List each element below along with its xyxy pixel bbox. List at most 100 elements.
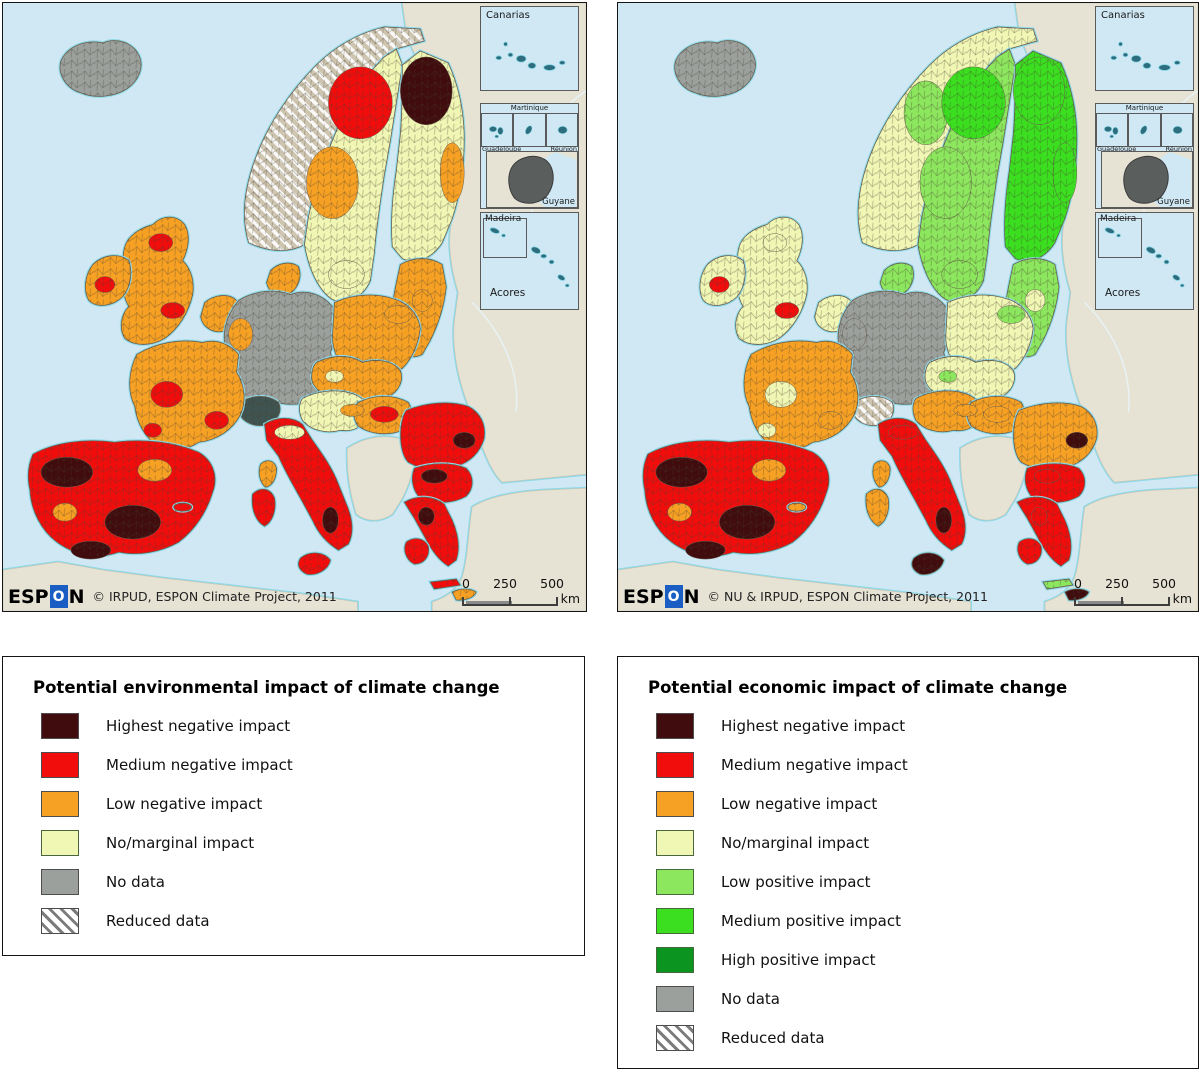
inset-macaronesia: Madeira Acores bbox=[1095, 212, 1194, 310]
legend-item-label: Medium positive impact bbox=[721, 912, 901, 930]
legend-item: Medium negative impact bbox=[41, 752, 584, 778]
legend-item: No data bbox=[656, 986, 1198, 1012]
inset-guadeloupe bbox=[1096, 113, 1129, 147]
scale-tick-250: 250 bbox=[493, 576, 517, 591]
legend-environmental: Potential environmental impact of climat… bbox=[2, 656, 585, 956]
inset-reunion bbox=[545, 113, 578, 147]
espon-logo-suffix: N bbox=[68, 585, 85, 608]
map-panel-economic: Canarias Martinique Guadeloupe bbox=[617, 2, 1199, 612]
inset-label-guadeloupe: Guadeloupe bbox=[1097, 145, 1137, 153]
eu-flag-o-icon: O bbox=[49, 585, 68, 608]
scale-ticks: 0 250 500 bbox=[1074, 576, 1176, 591]
legend-item: Medium negative impact bbox=[656, 752, 1198, 778]
inset-guadeloupe bbox=[481, 113, 514, 147]
legend-item: Reduced data bbox=[656, 1025, 1198, 1051]
inset-guyane: Guyane bbox=[486, 151, 578, 208]
legend-item-label: Low negative impact bbox=[721, 795, 878, 813]
inset-label-madeira: Madeira bbox=[1100, 214, 1137, 224]
map-attribution: ESP O N © NU & IRPUD, ESPON Climate Projec… bbox=[623, 585, 988, 608]
legend-swatch bbox=[656, 830, 694, 856]
inset-label-guyane: Guyane bbox=[542, 197, 575, 207]
inset-label-martinique: Martinique bbox=[510, 104, 549, 112]
legend-swatch bbox=[41, 830, 79, 856]
inset-madeira bbox=[483, 218, 527, 258]
inset-label-acores: Acores bbox=[490, 287, 526, 299]
canarias-islands bbox=[1110, 41, 1181, 71]
legend-swatch bbox=[656, 791, 694, 817]
legend-item: High positive impact bbox=[656, 947, 1198, 973]
scale-unit: km bbox=[1172, 591, 1192, 606]
legend-swatch bbox=[41, 752, 79, 778]
legend-item-label: No/marginal impact bbox=[106, 834, 255, 852]
inset-label-reunion: Réunion bbox=[550, 145, 577, 153]
legend-swatch bbox=[656, 947, 694, 973]
scale-bar-line bbox=[1074, 597, 1170, 606]
inset-canarias: Canarias bbox=[480, 6, 579, 91]
legend-item-label: Low positive impact bbox=[721, 873, 871, 891]
inset-label-madeira: Madeira bbox=[485, 214, 522, 224]
legend-item-label: Medium negative impact bbox=[721, 756, 908, 774]
legend-item-label: Highest negative impact bbox=[106, 717, 291, 735]
legend-swatch bbox=[656, 869, 694, 895]
legend-swatch bbox=[41, 791, 79, 817]
eu-flag-o-icon: O bbox=[664, 585, 683, 608]
copyright-text: © NU & IRPUD, ESPON Climate Project, 201… bbox=[707, 589, 988, 604]
legend-items: Highest negative impact Medium negative i… bbox=[3, 713, 584, 934]
legend-swatch bbox=[41, 713, 79, 739]
espon-logo-prefix: ESP bbox=[8, 585, 49, 608]
legend-item: Low positive impact bbox=[656, 869, 1198, 895]
legend-swatch bbox=[656, 986, 694, 1012]
inset-label-acores: Acores bbox=[1105, 287, 1141, 299]
legend-swatch bbox=[656, 1025, 694, 1051]
scale-bar-line bbox=[462, 597, 558, 606]
legend-item-label: Reduced data bbox=[106, 912, 210, 930]
espon-logo-prefix: ESP bbox=[623, 585, 664, 608]
espon-logo: ESP O N bbox=[8, 585, 85, 608]
legend-swatch bbox=[656, 713, 694, 739]
legend-item-label: Medium negative impact bbox=[106, 756, 293, 774]
legend-item: No data bbox=[41, 869, 584, 895]
legend-economic: Potential economic impact of climate cha… bbox=[617, 656, 1199, 1069]
scale-tick-0: 0 bbox=[462, 576, 470, 591]
legend-item: Highest negative impact bbox=[656, 713, 1198, 739]
inset-martinique bbox=[513, 113, 546, 147]
legend-item: No/marginal impact bbox=[656, 830, 1198, 856]
legend-item: Low negative impact bbox=[656, 791, 1198, 817]
inset-martinique bbox=[1128, 113, 1161, 147]
scale-bar: 0 250 500 km bbox=[462, 576, 580, 606]
canarias-islands bbox=[495, 41, 566, 71]
overseas-boxes bbox=[481, 113, 578, 147]
legend-item-label: Highest negative impact bbox=[721, 717, 906, 735]
legend-item: Medium positive impact bbox=[656, 908, 1198, 934]
espon-logo: ESP O N bbox=[623, 585, 700, 608]
legend-item-label: Low negative impact bbox=[106, 795, 263, 813]
scale-ticks: 0 250 500 bbox=[462, 576, 564, 591]
overseas-boxes bbox=[1096, 113, 1193, 147]
scale-tick-250: 250 bbox=[1105, 576, 1129, 591]
inset-label-canarias: Canarias bbox=[486, 10, 530, 21]
legend-item-label: No data bbox=[721, 990, 780, 1008]
legend-item-label: No data bbox=[106, 873, 165, 891]
inset-label-guadeloupe: Guadeloupe bbox=[482, 145, 522, 153]
inset-label-martinique: Martinique bbox=[1125, 104, 1164, 112]
inset-label-reunion: Réunion bbox=[1165, 145, 1192, 153]
legend-item: Low negative impact bbox=[41, 791, 584, 817]
legend-swatch bbox=[41, 908, 79, 934]
legend-title: Potential economic impact of climate cha… bbox=[648, 678, 1068, 697]
inset-macaronesia: Madeira Acores bbox=[480, 212, 579, 310]
legend-item-label: Reduced data bbox=[721, 1029, 825, 1047]
acores-islands bbox=[1104, 227, 1185, 288]
inset-madeira bbox=[1098, 218, 1142, 258]
scale-tick-500: 500 bbox=[540, 576, 564, 591]
legend-item-label: High positive impact bbox=[721, 951, 876, 969]
inset-reunion bbox=[1160, 113, 1193, 147]
inset-overseas: Martinique Guadeloupe Réunion bbox=[480, 103, 579, 209]
espon-logo-suffix: N bbox=[683, 585, 700, 608]
copyright-text: © IRPUD, ESPON Climate Project, 2011 bbox=[92, 589, 337, 604]
legend-item-label: No/marginal impact bbox=[721, 834, 870, 852]
inset-guyane: Guyane bbox=[1101, 151, 1193, 208]
inset-label-canarias: Canarias bbox=[1101, 10, 1145, 21]
legend-title: Potential environmental impact of climat… bbox=[33, 678, 500, 697]
legend-item: Highest negative impact bbox=[41, 713, 584, 739]
